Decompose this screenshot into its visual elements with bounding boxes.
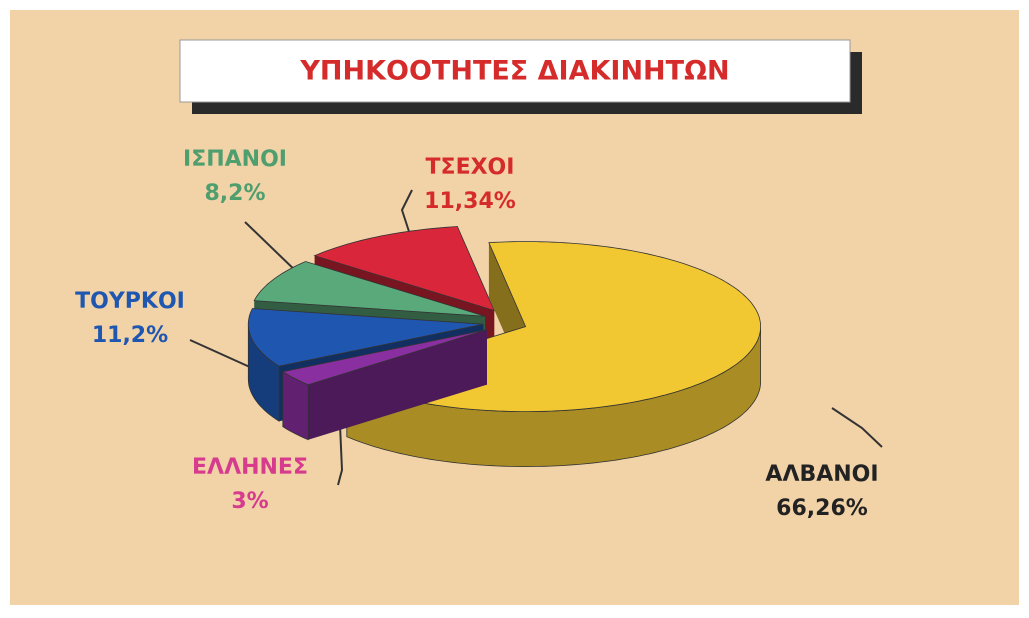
- title-box: [179, 39, 851, 103]
- leader-lines: [189, 189, 883, 486]
- leader-line: [337, 424, 344, 486]
- slice-label: ΤΣΕΧΟΙ: [426, 155, 515, 180]
- slice-label: ΕΛΛΗΝΕΣ: [192, 455, 308, 480]
- slice: [253, 261, 486, 317]
- leader-line: [831, 407, 883, 448]
- pie: [247, 226, 761, 468]
- value-label: 8,2%: [204, 181, 265, 206]
- value-label: 66,26%: [776, 496, 868, 521]
- slice-label: ΙΣΠΑΝΟΙ: [183, 147, 287, 172]
- slice-side: [282, 329, 487, 427]
- slice-label: ΑΛΒΑΝΟΙ: [765, 462, 878, 487]
- chart-title: ΥΠΗΚΟΟΤΗΤΕΣ ΔΙΑΚΙΝΗΤΩΝ: [299, 56, 729, 87]
- leader-line: [244, 221, 301, 276]
- slice-label: ΤΟΥΡΚΟΙ: [75, 289, 185, 314]
- value-label: 11,34%: [424, 189, 516, 214]
- slice: [281, 329, 488, 386]
- slice: [247, 308, 484, 367]
- value-label: 11,2%: [92, 323, 168, 348]
- slice: [313, 226, 495, 312]
- leader-line: [189, 339, 253, 369]
- value-label: 3%: [231, 489, 268, 514]
